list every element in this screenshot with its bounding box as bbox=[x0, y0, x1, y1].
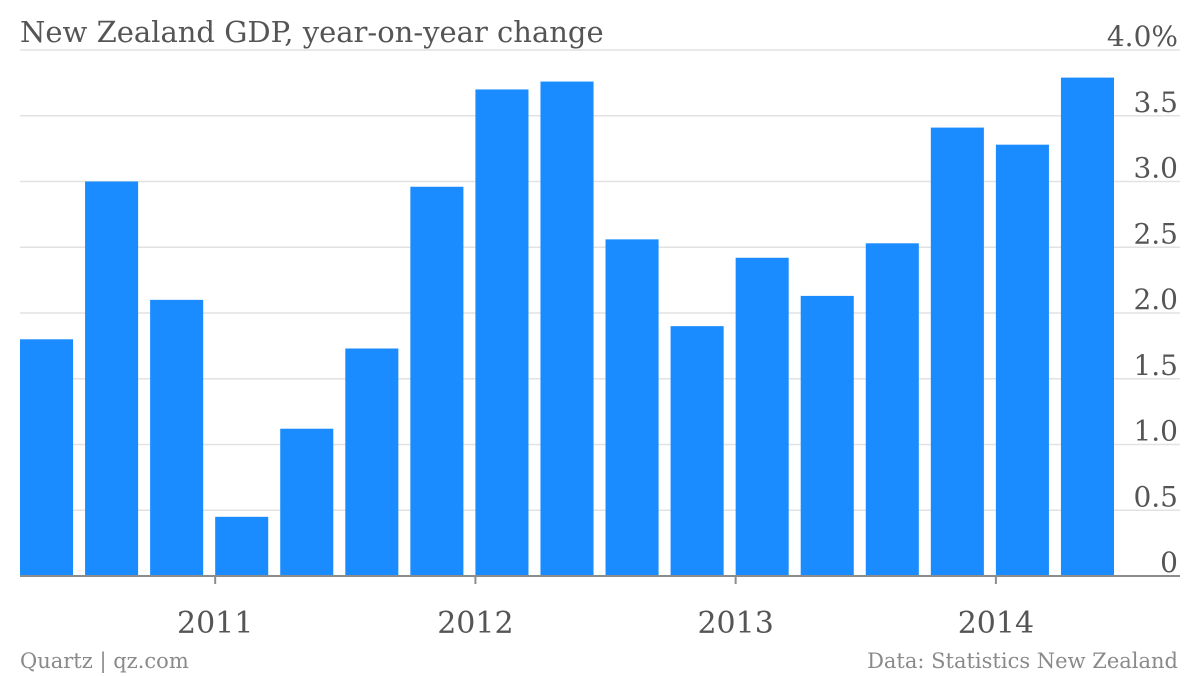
y-tick-label: 1.5 bbox=[1133, 349, 1178, 382]
gridlines bbox=[20, 49, 1180, 511]
x-tick-label: 2014 bbox=[958, 606, 1034, 641]
bar bbox=[800, 295, 854, 576]
bar bbox=[150, 299, 204, 576]
y-tick-label: 2.5 bbox=[1133, 217, 1178, 250]
bar bbox=[735, 257, 789, 576]
bar bbox=[1060, 77, 1114, 577]
bar bbox=[345, 348, 399, 576]
y-tick-label: 3.5 bbox=[1133, 86, 1178, 119]
source-credit: Quartz | qz.com bbox=[20, 649, 189, 674]
y-tick-label: 0 bbox=[1160, 546, 1178, 579]
chart-title: New Zealand GDP, year-on-year change bbox=[20, 15, 604, 49]
bar bbox=[20, 339, 74, 576]
x-ticks: 2011 2012 2013 2014 bbox=[177, 576, 1034, 641]
y-tick-labels: 0 0.5 1.0 1.5 2.0 2.5 3.0 3.5 4.0% bbox=[1107, 20, 1178, 579]
bar bbox=[865, 243, 919, 576]
bar bbox=[605, 239, 659, 577]
x-tick-label: 2011 bbox=[177, 606, 253, 641]
y-tick-label: 4.0% bbox=[1107, 20, 1178, 53]
bar bbox=[475, 89, 529, 576]
bar bbox=[540, 81, 594, 576]
y-tick-label: 2.0 bbox=[1133, 283, 1178, 316]
bar bbox=[280, 428, 334, 576]
bar bbox=[215, 516, 269, 576]
y-tick-label: 0.5 bbox=[1133, 480, 1178, 513]
bar bbox=[930, 127, 984, 577]
bar bbox=[85, 181, 139, 576]
x-tick-label: 2013 bbox=[697, 606, 773, 641]
data-source: Data: Statistics New Zealand bbox=[867, 649, 1178, 673]
bar bbox=[670, 326, 724, 576]
bar bbox=[995, 144, 1049, 576]
bar bbox=[410, 186, 464, 576]
x-tick-label: 2012 bbox=[437, 606, 513, 641]
bars bbox=[20, 77, 1114, 577]
y-tick-label: 1.0 bbox=[1133, 415, 1178, 448]
y-tick-label: 3.0 bbox=[1133, 152, 1178, 185]
